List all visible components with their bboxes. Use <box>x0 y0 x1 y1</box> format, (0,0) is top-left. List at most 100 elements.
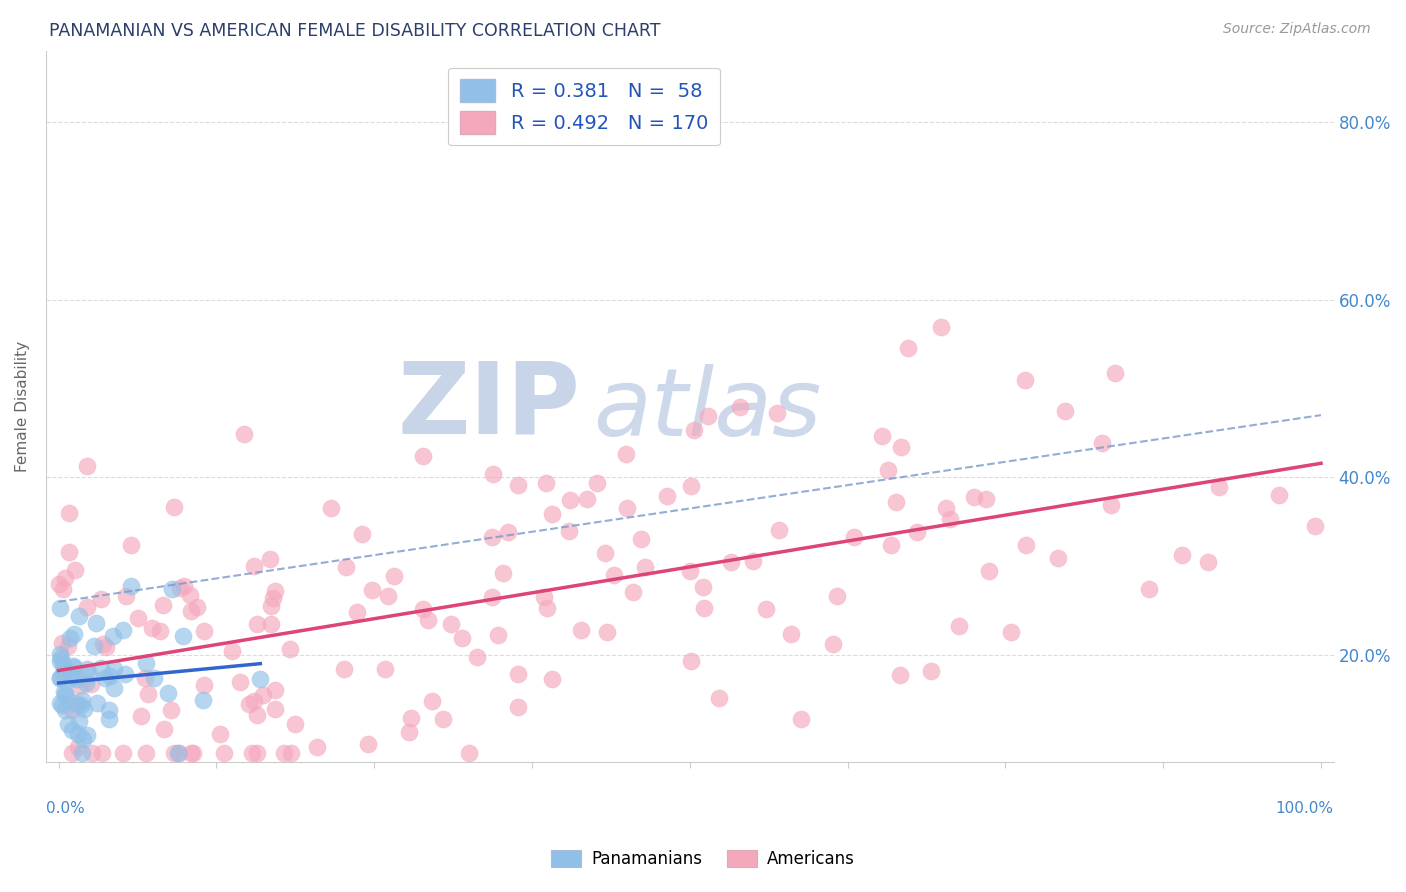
Point <box>1267 487 1289 501</box>
Point <box>94 640 117 655</box>
Point <box>935 501 957 516</box>
Point <box>90 746 112 760</box>
Point <box>58 545 80 559</box>
Point <box>238 697 260 711</box>
Point <box>305 740 328 755</box>
Point <box>977 564 1000 578</box>
Point <box>1170 549 1192 563</box>
Point <box>963 490 986 504</box>
Point <box>49 654 72 668</box>
Point <box>682 423 704 437</box>
Point <box>398 724 420 739</box>
Point <box>138 687 160 701</box>
Text: 0.0%: 0.0% <box>46 801 84 816</box>
Point <box>259 551 281 566</box>
Point <box>53 685 76 699</box>
Point <box>482 467 505 482</box>
Point <box>51 698 73 712</box>
Point <box>134 671 156 685</box>
Point <box>1014 373 1036 387</box>
Point <box>103 662 125 676</box>
Point <box>844 530 866 544</box>
Point <box>77 667 100 681</box>
Point <box>707 690 730 705</box>
Point <box>152 598 174 612</box>
Point <box>53 703 76 717</box>
Point <box>240 746 263 760</box>
Point <box>83 639 105 653</box>
Point <box>634 559 657 574</box>
Point <box>481 590 503 604</box>
Point <box>508 478 530 492</box>
Point <box>67 609 90 624</box>
Point <box>657 489 679 503</box>
Point <box>821 637 844 651</box>
Point <box>60 703 83 717</box>
Point <box>614 447 637 461</box>
Point <box>596 624 619 639</box>
Point <box>262 591 284 605</box>
Point <box>98 669 121 683</box>
Point <box>571 624 593 638</box>
Point <box>506 666 529 681</box>
Point <box>1000 624 1022 639</box>
Point <box>135 746 157 760</box>
Point <box>897 341 920 355</box>
Point <box>440 617 463 632</box>
Point <box>80 677 103 691</box>
Point <box>52 657 75 672</box>
Point <box>458 746 481 760</box>
Point <box>1015 538 1038 552</box>
Point <box>681 654 703 668</box>
Point <box>280 746 302 760</box>
Point <box>540 507 562 521</box>
Point <box>60 669 83 683</box>
Point <box>49 671 72 685</box>
Point <box>183 746 205 760</box>
Point <box>111 746 134 760</box>
Point <box>420 694 443 708</box>
Point <box>352 527 374 541</box>
Point <box>486 628 509 642</box>
Point <box>929 319 952 334</box>
Point <box>120 579 142 593</box>
Point <box>149 624 172 638</box>
Point <box>357 737 380 751</box>
Point <box>52 582 75 597</box>
Point <box>70 746 93 760</box>
Point <box>536 600 558 615</box>
Point <box>870 429 893 443</box>
Point <box>97 713 120 727</box>
Point <box>90 592 112 607</box>
Point <box>103 629 125 643</box>
Point <box>416 613 439 627</box>
Point <box>212 746 235 760</box>
Point <box>69 714 91 728</box>
Point <box>492 566 515 580</box>
Text: 100.0%: 100.0% <box>1275 801 1334 816</box>
Point <box>939 511 962 525</box>
Point <box>1053 404 1076 418</box>
Point <box>585 476 607 491</box>
Point <box>412 449 434 463</box>
Point <box>156 686 179 700</box>
Point <box>186 599 208 614</box>
Point <box>630 532 652 546</box>
Point <box>252 688 274 702</box>
Point <box>506 699 529 714</box>
Point <box>179 588 201 602</box>
Point <box>229 675 252 690</box>
Point <box>153 722 176 736</box>
Point <box>432 712 454 726</box>
Point <box>558 493 581 508</box>
Point <box>53 571 76 585</box>
Point <box>1208 479 1230 493</box>
Point <box>48 577 70 591</box>
Point <box>384 569 406 583</box>
Point <box>825 589 848 603</box>
Point <box>755 602 778 616</box>
Point <box>575 492 598 507</box>
Point <box>163 500 186 514</box>
Point <box>169 581 191 595</box>
Legend: Panamanians, Americans: Panamanians, Americans <box>544 843 862 875</box>
